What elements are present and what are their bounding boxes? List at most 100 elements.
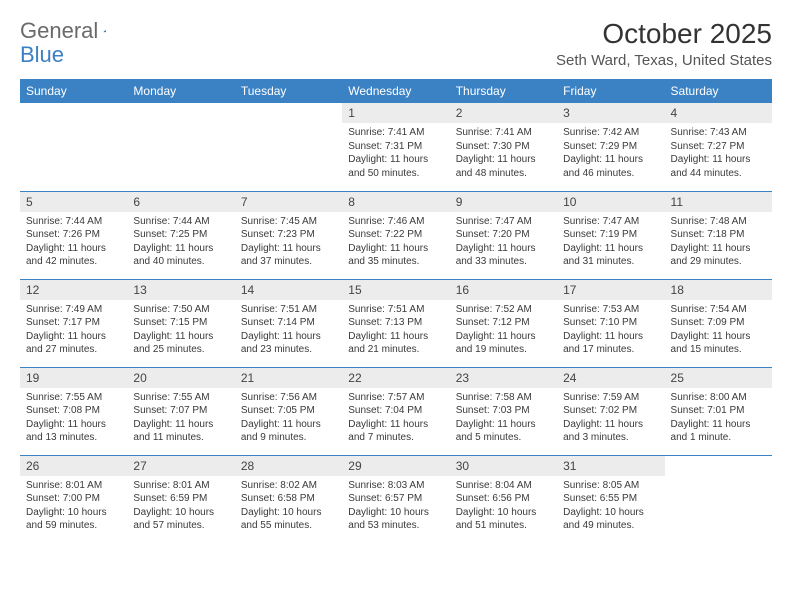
calendar-body: 1Sunrise: 7:41 AMSunset: 7:31 PMDaylight… [20,103,772,543]
day-number: 24 [557,368,664,388]
day-number: 2 [450,103,557,123]
day-number: 23 [450,368,557,388]
day-number: 12 [20,280,127,300]
weekday-header: Saturday [665,79,772,103]
weekday-header: Sunday [20,79,127,103]
day-number: 7 [235,192,342,212]
calendar-day-cell: 18Sunrise: 7:54 AMSunset: 7:09 PMDayligh… [665,279,772,367]
logo-sail-icon [103,22,106,40]
calendar-day-cell: 26Sunrise: 8:01 AMSunset: 7:00 PMDayligh… [20,455,127,543]
calendar-header-row: SundayMondayTuesdayWednesdayThursdayFrid… [20,79,772,103]
calendar-day-cell: 31Sunrise: 8:05 AMSunset: 6:55 PMDayligh… [557,455,664,543]
day-number: 11 [665,192,772,212]
day-details: Sunrise: 7:47 AMSunset: 7:20 PMDaylight:… [450,212,557,273]
calendar-day-cell: 13Sunrise: 7:50 AMSunset: 7:15 PMDayligh… [127,279,234,367]
calendar-day-cell: 7Sunrise: 7:45 AMSunset: 7:23 PMDaylight… [235,191,342,279]
calendar-day-cell: 25Sunrise: 8:00 AMSunset: 7:01 PMDayligh… [665,367,772,455]
calendar-day-cell: 11Sunrise: 7:48 AMSunset: 7:18 PMDayligh… [665,191,772,279]
calendar-day-cell: 27Sunrise: 8:01 AMSunset: 6:59 PMDayligh… [127,455,234,543]
calendar-day-cell: 20Sunrise: 7:55 AMSunset: 7:07 PMDayligh… [127,367,234,455]
calendar-day-cell: 17Sunrise: 7:53 AMSunset: 7:10 PMDayligh… [557,279,664,367]
calendar-week-row: 5Sunrise: 7:44 AMSunset: 7:26 PMDaylight… [20,191,772,279]
day-number: 10 [557,192,664,212]
day-details: Sunrise: 7:41 AMSunset: 7:31 PMDaylight:… [342,123,449,184]
day-details: Sunrise: 7:46 AMSunset: 7:22 PMDaylight:… [342,212,449,273]
day-details: Sunrise: 8:04 AMSunset: 6:56 PMDaylight:… [450,476,557,537]
day-number: 22 [342,368,449,388]
day-number: 20 [127,368,234,388]
day-details: Sunrise: 8:00 AMSunset: 7:01 PMDaylight:… [665,388,772,449]
title-block: October 2025 Seth Ward, Texas, United St… [556,18,772,69]
day-number: 3 [557,103,664,123]
calendar-week-row: 19Sunrise: 7:55 AMSunset: 7:08 PMDayligh… [20,367,772,455]
calendar-day-cell: 4Sunrise: 7:43 AMSunset: 7:27 PMDaylight… [665,103,772,191]
calendar-day-cell: 1Sunrise: 7:41 AMSunset: 7:31 PMDaylight… [342,103,449,191]
day-number: 31 [557,456,664,476]
day-number: 5 [20,192,127,212]
day-details: Sunrise: 7:56 AMSunset: 7:05 PMDaylight:… [235,388,342,449]
day-number: 9 [450,192,557,212]
calendar-day-cell: 29Sunrise: 8:03 AMSunset: 6:57 PMDayligh… [342,455,449,543]
calendar-day-cell: 30Sunrise: 8:04 AMSunset: 6:56 PMDayligh… [450,455,557,543]
weekday-header: Monday [127,79,234,103]
calendar-day-cell: 5Sunrise: 7:44 AMSunset: 7:26 PMDaylight… [20,191,127,279]
day-details: Sunrise: 7:55 AMSunset: 7:08 PMDaylight:… [20,388,127,449]
calendar-day-cell: 6Sunrise: 7:44 AMSunset: 7:25 PMDaylight… [127,191,234,279]
logo: General [20,18,125,44]
header: General October 2025 Seth Ward, Texas, U… [20,18,772,69]
day-number: 26 [20,456,127,476]
day-details: Sunrise: 7:53 AMSunset: 7:10 PMDaylight:… [557,300,664,361]
logo-text-blue: Blue [20,42,64,68]
day-details: Sunrise: 8:05 AMSunset: 6:55 PMDaylight:… [557,476,664,537]
calendar-day-cell: 16Sunrise: 7:52 AMSunset: 7:12 PMDayligh… [450,279,557,367]
weekday-header: Thursday [450,79,557,103]
day-details: Sunrise: 8:01 AMSunset: 6:59 PMDaylight:… [127,476,234,537]
day-details: Sunrise: 8:02 AMSunset: 6:58 PMDaylight:… [235,476,342,537]
day-number: 14 [235,280,342,300]
day-number: 18 [665,280,772,300]
calendar-day-cell: 22Sunrise: 7:57 AMSunset: 7:04 PMDayligh… [342,367,449,455]
day-details: Sunrise: 7:50 AMSunset: 7:15 PMDaylight:… [127,300,234,361]
day-details: Sunrise: 7:42 AMSunset: 7:29 PMDaylight:… [557,123,664,184]
day-details: Sunrise: 8:03 AMSunset: 6:57 PMDaylight:… [342,476,449,537]
calendar-day-cell: 21Sunrise: 7:56 AMSunset: 7:05 PMDayligh… [235,367,342,455]
day-number: 30 [450,456,557,476]
day-number: 28 [235,456,342,476]
day-number: 6 [127,192,234,212]
location-subtitle: Seth Ward, Texas, United States [556,52,772,69]
calendar-day-cell: 10Sunrise: 7:47 AMSunset: 7:19 PMDayligh… [557,191,664,279]
day-details: Sunrise: 8:01 AMSunset: 7:00 PMDaylight:… [20,476,127,537]
day-number: 13 [127,280,234,300]
calendar-day-cell [127,103,234,191]
day-details: Sunrise: 7:55 AMSunset: 7:07 PMDaylight:… [127,388,234,449]
calendar-day-cell: 23Sunrise: 7:58 AMSunset: 7:03 PMDayligh… [450,367,557,455]
calendar-day-cell [235,103,342,191]
day-details: Sunrise: 7:54 AMSunset: 7:09 PMDaylight:… [665,300,772,361]
calendar-day-cell: 14Sunrise: 7:51 AMSunset: 7:14 PMDayligh… [235,279,342,367]
calendar-week-row: 26Sunrise: 8:01 AMSunset: 7:00 PMDayligh… [20,455,772,543]
day-details: Sunrise: 7:43 AMSunset: 7:27 PMDaylight:… [665,123,772,184]
day-number: 25 [665,368,772,388]
day-details: Sunrise: 7:44 AMSunset: 7:26 PMDaylight:… [20,212,127,273]
page-title: October 2025 [556,18,772,50]
day-details: Sunrise: 7:41 AMSunset: 7:30 PMDaylight:… [450,123,557,184]
day-number: 15 [342,280,449,300]
day-number: 19 [20,368,127,388]
day-details: Sunrise: 7:59 AMSunset: 7:02 PMDaylight:… [557,388,664,449]
day-details: Sunrise: 7:47 AMSunset: 7:19 PMDaylight:… [557,212,664,273]
day-number: 21 [235,368,342,388]
logo-text-general: General [20,18,98,44]
calendar-table: SundayMondayTuesdayWednesdayThursdayFrid… [20,79,772,543]
day-number: 1 [342,103,449,123]
day-number: 17 [557,280,664,300]
calendar-week-row: 1Sunrise: 7:41 AMSunset: 7:31 PMDaylight… [20,103,772,191]
calendar-day-cell: 9Sunrise: 7:47 AMSunset: 7:20 PMDaylight… [450,191,557,279]
calendar-day-cell: 12Sunrise: 7:49 AMSunset: 7:17 PMDayligh… [20,279,127,367]
day-number: 27 [127,456,234,476]
day-number: 4 [665,103,772,123]
weekday-header: Wednesday [342,79,449,103]
calendar-day-cell: 24Sunrise: 7:59 AMSunset: 7:02 PMDayligh… [557,367,664,455]
calendar-day-cell: 15Sunrise: 7:51 AMSunset: 7:13 PMDayligh… [342,279,449,367]
day-details: Sunrise: 7:52 AMSunset: 7:12 PMDaylight:… [450,300,557,361]
calendar-day-cell [20,103,127,191]
